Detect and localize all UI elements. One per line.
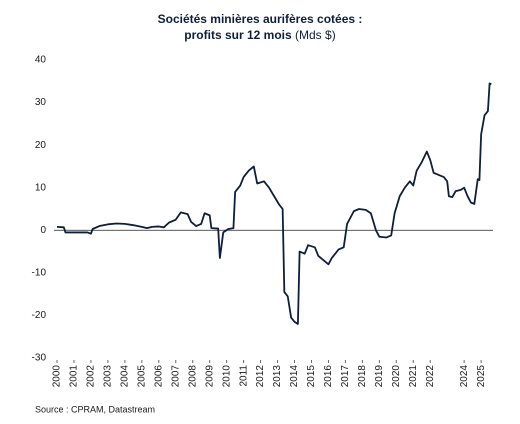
x-tick-label: 2003	[103, 365, 114, 388]
y-tick-label: 10	[35, 182, 47, 193]
x-tick-label: 2002	[86, 365, 97, 388]
chart-title-line: profits sur 12 mois (Mds $)	[184, 28, 335, 42]
x-tick-label: 2022	[425, 365, 436, 388]
x-tick-label: 2015	[306, 365, 317, 388]
chart-unit: (Mds $)	[295, 28, 336, 42]
data-line	[56, 82, 492, 325]
chart-title: profits sur 12 mois	[184, 28, 292, 42]
x-tick-label: 2006	[153, 365, 164, 388]
chart-title: Sociétés minières aurifères cotées :	[158, 12, 363, 26]
x-tick-label: 2010	[221, 365, 232, 388]
x-tick-label: 2004	[120, 365, 131, 388]
x-tick-label: 2021	[408, 365, 419, 388]
x-tick-label: 2009	[204, 365, 215, 388]
y-tick-label: 0	[40, 225, 46, 236]
x-tick-label: 2012	[255, 365, 266, 388]
x-tick-label: 2013	[272, 365, 283, 388]
x-tick-label: 2017	[340, 365, 351, 388]
source: Source : CPRAM, Datastream	[35, 404, 155, 414]
y-tick-label: -30	[32, 353, 47, 364]
x-tick-label: 2001	[69, 365, 80, 388]
x-tick-label: 2011	[238, 365, 249, 387]
x-tick-label: 2014	[289, 365, 300, 388]
y-tick-label: -10	[32, 267, 47, 278]
x-tick-label: 2000	[52, 365, 63, 388]
x-tick-label: 2008	[187, 365, 198, 388]
x-tick-label: 2020	[391, 365, 402, 388]
y-tick-label: -20	[32, 310, 47, 321]
y-tick-label: 30	[35, 97, 47, 108]
x-tick-label: 2025	[476, 365, 487, 388]
y-tick-label: 40	[35, 55, 47, 66]
x-tick-label: 2019	[374, 365, 385, 388]
x-tick-label: 2007	[170, 365, 181, 388]
x-tick-label: 2005	[136, 365, 147, 388]
x-tick-label: 2016	[323, 365, 334, 388]
x-tick-label: 2018	[357, 365, 368, 388]
y-tick-label: 20	[35, 140, 47, 151]
x-tick-label: 2024	[459, 365, 470, 388]
